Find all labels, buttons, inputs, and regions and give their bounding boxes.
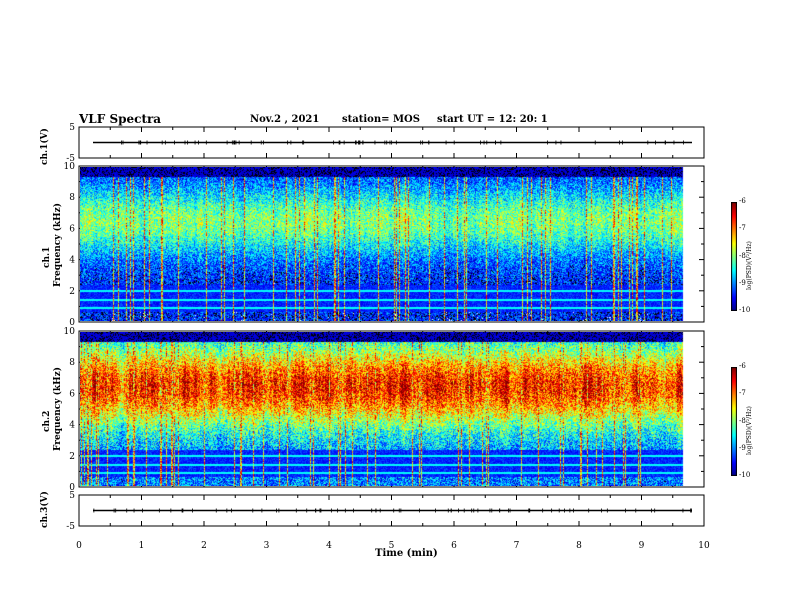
x-tick-label: 9 <box>639 541 645 551</box>
ch3-voltage-ylabel: ch.3(V) <box>40 491 50 528</box>
x-tick-label: 10 <box>698 541 710 551</box>
x-axis-label: Time (min) <box>375 548 438 559</box>
ch1-spectrogram <box>80 167 692 321</box>
y-tick-label: 0 <box>69 483 75 493</box>
ch2-colorbar-label: log(PSD)(V²/Hz) <box>746 406 753 455</box>
ch2-frequency-ylabel-line1: ch.2 <box>42 410 52 432</box>
station-label: station= MOS <box>342 114 420 125</box>
colorbar-tick-label: -9 <box>739 278 746 287</box>
y-tick-label: 5 <box>69 123 75 133</box>
y-tick-label: 6 <box>69 224 75 234</box>
date-label: Nov.2 , 2021 <box>250 114 320 125</box>
x-tick-label: 6 <box>451 541 457 551</box>
x-tick-label: 5 <box>389 541 395 551</box>
ch1-frequency-ylabel-line2: Frequency (kHz) <box>53 202 63 287</box>
ch1-frequency-ylabel-line1: ch.1 <box>42 246 52 268</box>
x-tick-label: 0 <box>76 541 82 551</box>
x-tick-label: 2 <box>201 541 207 551</box>
ch2-colorbar <box>731 367 737 476</box>
y-tick-label: 10 <box>64 162 76 172</box>
colorbar-tick-label: -9 <box>739 443 746 452</box>
start-time-label: start UT = 12: 20: 1 <box>437 114 548 125</box>
y-tick-label: 8 <box>69 193 75 203</box>
y-tick-label: -5 <box>66 154 75 164</box>
x-tick-label: 4 <box>326 541 332 551</box>
y-tick-label: -5 <box>66 522 75 532</box>
ch1-colorbar-label: log(PSD)(V²/Hz) <box>746 241 753 290</box>
colorbar-tick-label: -6 <box>739 362 746 370</box>
colorbar-tick-label: -10 <box>739 471 751 479</box>
y-tick-label: 8 <box>69 358 75 368</box>
ch1-colorbar <box>731 202 737 311</box>
y-tick-label: 0 <box>69 318 75 328</box>
colorbar-tick-label: -10 <box>739 306 751 314</box>
colorbar-tick-label: -6 <box>739 197 746 205</box>
ch1-voltage-ylabel: ch.1(V) <box>40 128 50 165</box>
x-tick-label: 8 <box>576 541 582 551</box>
colorbar-tick-label: -8 <box>739 251 746 260</box>
colorbar-tick-label: -7 <box>739 389 746 398</box>
x-tick-label: 3 <box>264 541 270 551</box>
x-tick-label: 7 <box>514 541 520 551</box>
colorbar-tick-label: -7 <box>739 224 746 233</box>
y-tick-label: 2 <box>69 452 75 462</box>
x-tick-label: 1 <box>139 541 145 551</box>
y-tick-label: 4 <box>69 256 75 266</box>
y-tick-label: 2 <box>69 287 75 297</box>
y-tick-label: 6 <box>69 389 75 399</box>
y-tick-label: 4 <box>69 421 75 431</box>
ch2-frequency-ylabel-line2: Frequency (kHz) <box>53 366 63 451</box>
ch2-spectrogram <box>80 332 692 486</box>
chart-title: VLF Spectra <box>79 112 162 126</box>
y-tick-label: 5 <box>69 491 75 501</box>
y-tick-label: 10 <box>64 327 76 337</box>
colorbar-tick-label: -8 <box>739 416 746 425</box>
